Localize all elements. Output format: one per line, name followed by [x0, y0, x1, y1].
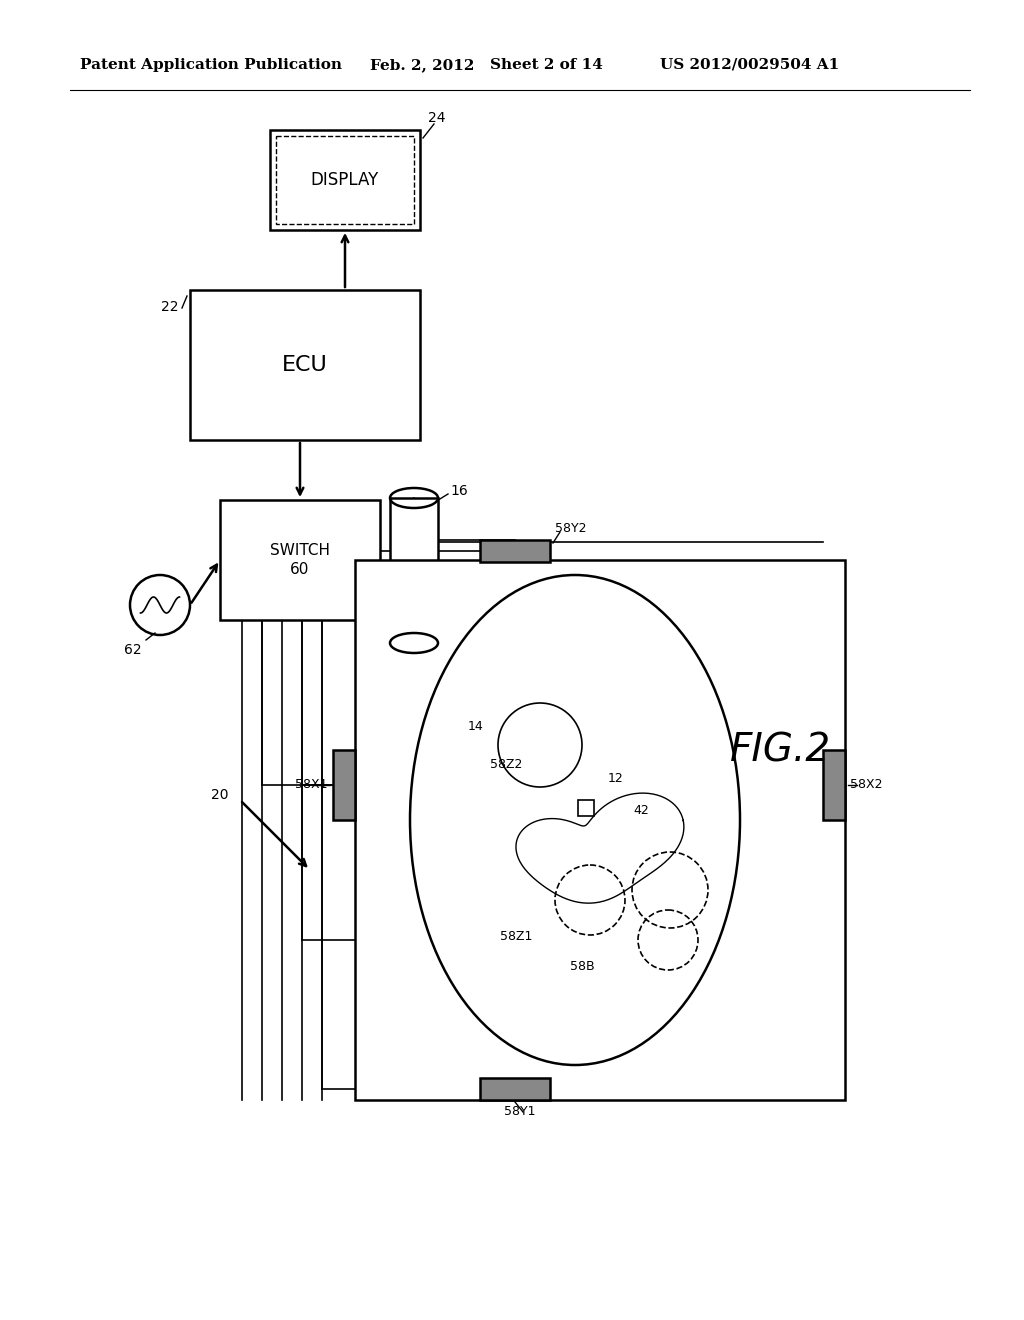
Text: 16: 16 [450, 484, 468, 498]
Text: 14: 14 [468, 719, 483, 733]
Text: US 2012/0029504 A1: US 2012/0029504 A1 [660, 58, 840, 73]
Text: 58X1: 58X1 [296, 779, 328, 792]
Text: 62: 62 [124, 643, 142, 657]
Bar [276, 136, 414, 224]
Text: 20: 20 [211, 788, 228, 803]
Bar [390, 498, 438, 643]
Text: SWITCH
60: SWITCH 60 [270, 543, 330, 577]
Text: 58B: 58B [570, 960, 595, 973]
Bar [578, 800, 594, 816]
Text: 58Y2: 58Y2 [555, 521, 587, 535]
Text: 58Z2: 58Z2 [490, 758, 522, 771]
Bar [823, 750, 845, 820]
Bar [333, 750, 355, 820]
Text: DISPLAY: DISPLAY [311, 172, 379, 189]
Bar [220, 500, 380, 620]
Text: Feb. 2, 2012: Feb. 2, 2012 [370, 58, 474, 73]
Bar [480, 540, 550, 562]
Text: Sheet 2 of 14: Sheet 2 of 14 [490, 58, 603, 73]
Text: 24: 24 [428, 111, 445, 125]
Text: ECU: ECU [283, 355, 328, 375]
Text: 58Y1: 58Y1 [504, 1105, 536, 1118]
Text: 58X2: 58X2 [850, 779, 883, 792]
Text: 22: 22 [161, 300, 178, 314]
Bar [355, 560, 845, 1100]
Bar [480, 1078, 550, 1100]
Bar [270, 129, 420, 230]
Text: 58Z1: 58Z1 [500, 931, 532, 942]
Text: Patent Application Publication: Patent Application Publication [80, 58, 342, 73]
Text: 12: 12 [608, 772, 624, 785]
Text: FIG.2: FIG.2 [730, 731, 831, 770]
Bar [190, 290, 420, 440]
Text: 42: 42 [633, 804, 649, 817]
